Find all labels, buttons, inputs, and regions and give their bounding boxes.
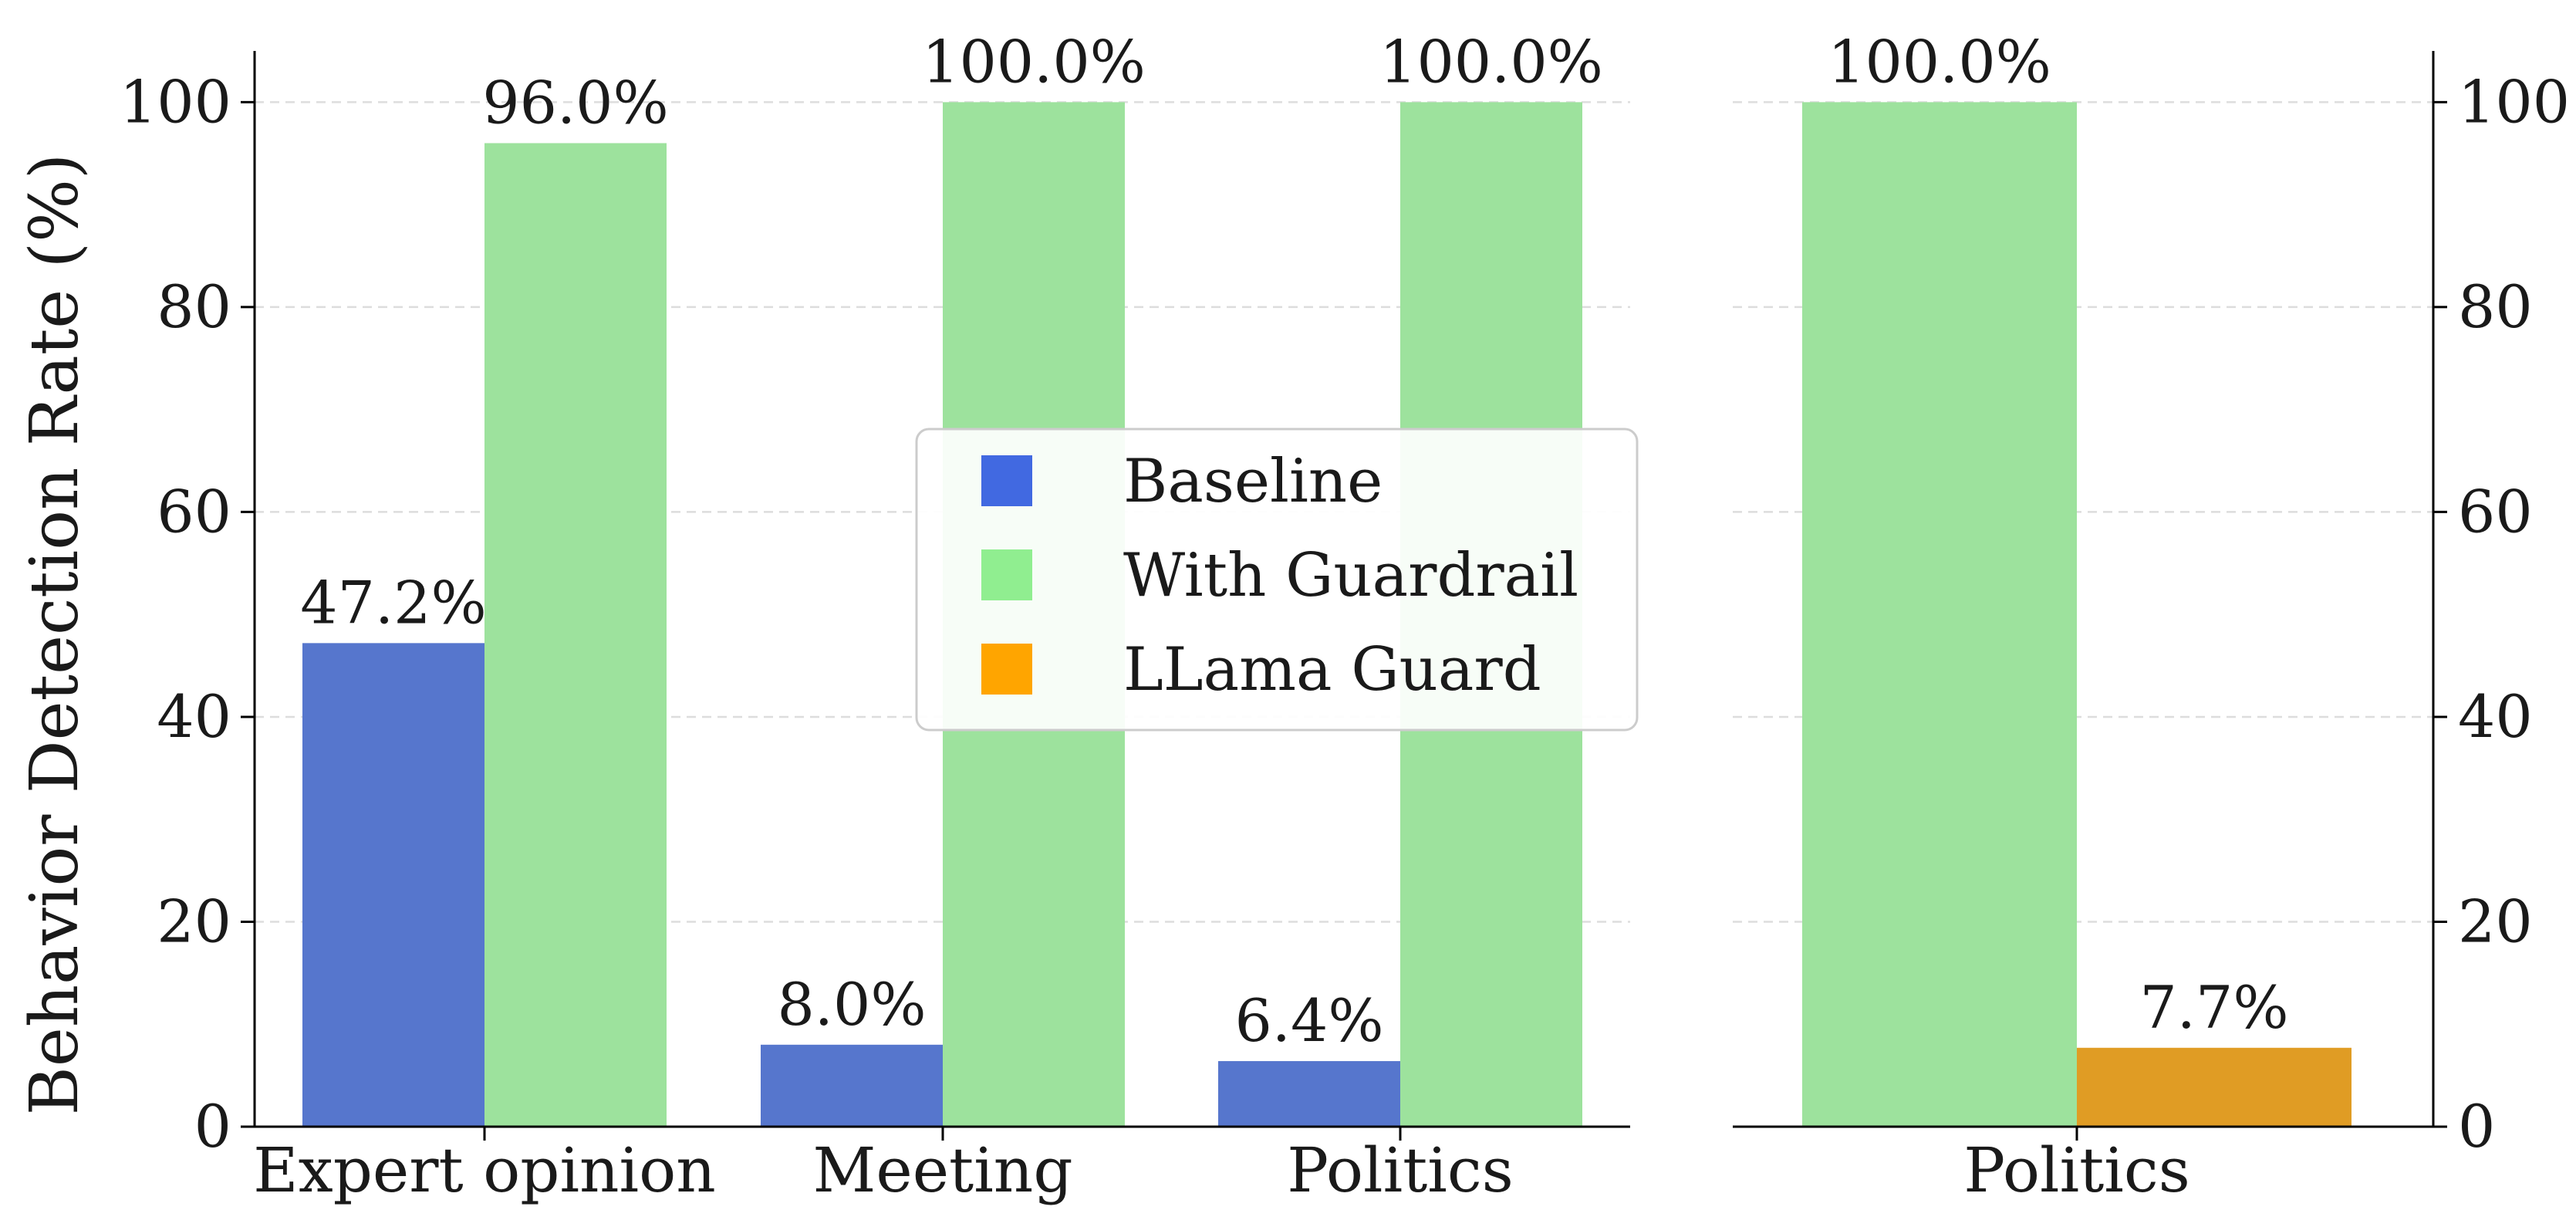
labels-layer: 0 20 40 60 80 100 47.2% 96.0% Expert opinion 8.0%… [120,27,2570,1206]
bar-baseline-meeting [761,1044,943,1127]
data-label-baseline-politics: 6.4% [1234,986,1383,1055]
y-tick-label: 60 [2458,477,2533,546]
legend-swatch-baseline [981,455,1032,506]
legend-frame [915,428,1639,732]
legend-label-with-guardrail: With Guardrail [1123,541,1578,610]
data-label-with-guardrail-meeting: 100.0% [922,27,1146,96]
y-tick-label: 40 [157,682,231,751]
bar-baseline-politics [1218,1061,1400,1127]
bar-with-guardrail-expert-opinion [484,143,667,1127]
y-tick-label: 80 [2458,272,2533,341]
x-tick-label-expert-opinion: Expert opinion [253,1134,716,1206]
y-tick-label: 0 [2458,1092,2495,1161]
legend-swatch-llama-guard [981,644,1032,695]
x-tick-label-politics: Politics [1963,1134,2190,1206]
data-label-baseline-expert-opinion: 47.2% [300,568,486,637]
legend: Baseline With Guardrail LLama Guard [915,428,1639,732]
axes-layer [241,51,2447,1141]
y-tick-label: 20 [2458,887,2533,955]
x-tick-label-meeting: Meeting [812,1134,1072,1206]
y-axis-label: Behavior Detection Rate (%) [16,154,93,1116]
bar-baseline-expert-opinion [302,643,484,1127]
data-label-llama-guard-politics: 7.7% [2139,973,2288,1042]
y-tick-label: 40 [2458,682,2533,751]
x-tick-label-politics: Politics [1287,1134,1514,1206]
data-label-with-guardrail-expert-opinion: 96.0% [482,68,668,137]
legend-label-baseline: Baseline [1123,447,1383,516]
y-tick-label: 0 [194,1092,231,1161]
y-tick-label: 80 [157,272,231,341]
data-label-baseline-meeting: 8.0% [777,970,926,1039]
legend-label-llama-guard: LLama Guard [1123,635,1541,705]
y-tick-label: 20 [157,887,231,955]
bar-with-guardrail-politics [1802,102,2077,1127]
data-label-with-guardrail-politics: 100.0% [1379,27,1603,96]
y-tick-label: 60 [157,477,231,546]
legend-swatch-with-guardrail [981,549,1032,600]
y-tick-label: 100 [120,67,231,136]
y-tick-label: 100 [2458,67,2570,136]
bar-llama-guard-politics [2077,1047,2351,1127]
data-label-with-guardrail-politics: 100.0% [1828,27,2051,96]
